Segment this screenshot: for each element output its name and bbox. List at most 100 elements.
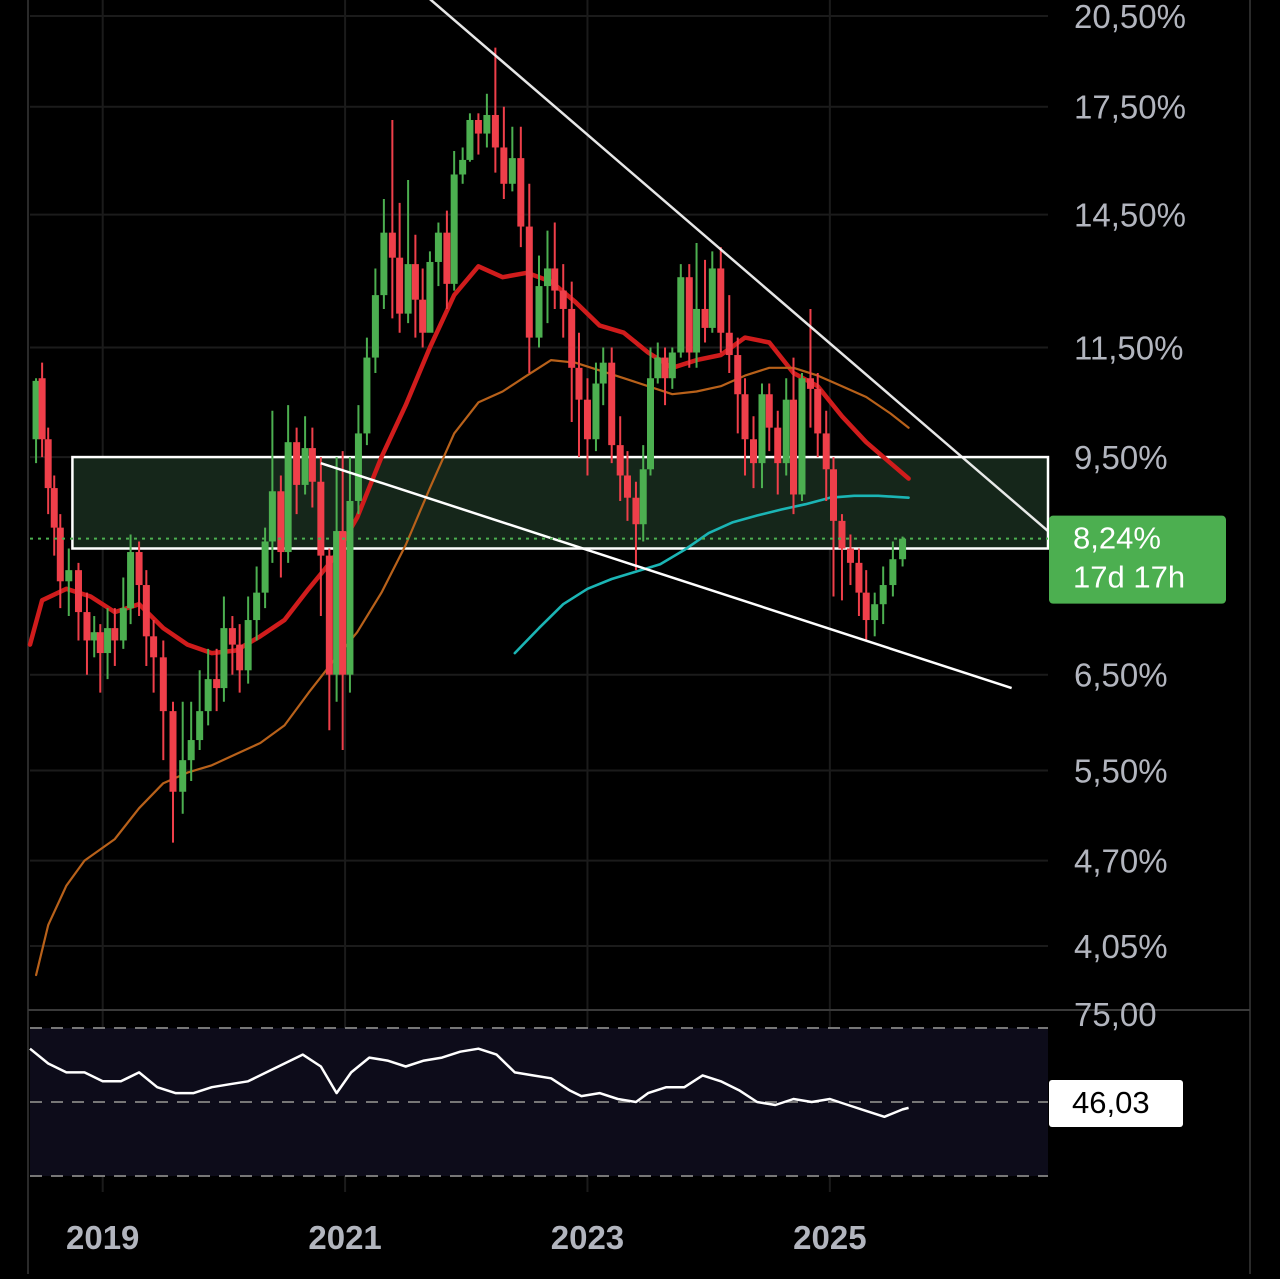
candle-up[interactable] [261,527,269,609]
candle-up[interactable] [301,416,309,495]
candle-down[interactable] [500,106,508,199]
candle-up[interactable] [466,113,474,162]
candle-down[interactable] [862,570,870,641]
candle-up[interactable] [483,93,491,148]
candle-up[interactable] [65,548,73,617]
candle-down[interactable] [583,378,591,476]
candle-up[interactable] [543,230,551,324]
candle-up[interactable] [196,670,204,751]
candle-down[interactable] [725,295,733,374]
candle-down[interactable] [308,427,316,508]
candle-down[interactable] [661,347,669,406]
candle-down[interactable] [608,347,616,464]
candle-up[interactable] [693,242,701,368]
candle-down[interactable] [568,281,576,422]
candle-down[interactable] [142,570,150,666]
candle-up[interactable] [104,608,112,680]
candle-up[interactable] [798,373,806,501]
candle-down[interactable] [765,383,773,452]
candle-up[interactable] [592,362,600,452]
candle-up[interactable] [363,337,371,446]
candle-down[interactable] [419,268,427,348]
candle-down[interactable] [474,113,482,155]
candle-up[interactable] [899,536,907,567]
candle-down[interactable] [44,427,52,515]
candle-down[interactable] [517,126,525,248]
candle-down[interactable] [50,475,58,556]
candle-down[interactable] [56,514,64,609]
candle-down[interactable] [774,410,782,495]
candle-down[interactable] [150,620,158,693]
candle-down[interactable] [74,562,82,641]
candle-down[interactable] [701,259,709,343]
candle-down[interactable] [159,640,167,761]
candle-up[interactable] [459,147,467,184]
candle-down[interactable] [829,457,837,597]
candle-up[interactable] [668,347,676,389]
candle-up[interactable] [434,222,442,287]
candle-up[interactable] [404,180,412,324]
candle-up[interactable] [450,151,458,291]
candle-up[interactable] [535,255,543,348]
candle-down[interactable] [575,332,583,458]
candle-up[interactable] [333,457,341,702]
candle-down[interactable] [96,624,104,693]
candle-down[interactable] [806,308,814,428]
candle-down[interactable] [293,427,301,515]
candle-up[interactable] [90,616,98,658]
candle-up[interactable] [380,198,388,309]
candle-up[interactable] [677,264,685,358]
candle-up[interactable] [426,251,434,333]
candle-down[interactable] [734,337,742,434]
candle-up[interactable] [127,534,135,625]
candle-up[interactable] [32,378,40,464]
candle-up[interactable] [253,566,261,641]
candle-down[interactable] [388,119,396,319]
candle-down[interactable] [339,451,347,751]
candle-down[interactable] [790,357,797,515]
candle-down[interactable] [83,592,91,675]
candle-up[interactable] [268,410,276,563]
candle-down[interactable] [38,362,46,458]
candle-down[interactable] [325,548,333,731]
candle-up[interactable] [244,596,252,684]
candle-up[interactable] [204,648,212,726]
candle-down[interactable] [814,373,822,458]
candle-down[interactable] [228,616,236,675]
candle-up[interactable] [179,701,187,814]
candle-down[interactable] [632,481,640,571]
candle-down[interactable] [525,183,533,374]
candle-down[interactable] [213,648,221,712]
candle-down[interactable] [236,624,244,693]
candle-up[interactable] [220,596,228,702]
candle-up[interactable] [354,405,362,515]
candle-down[interactable] [491,47,499,173]
candle-up[interactable] [639,445,647,542]
candle-down[interactable] [277,475,285,578]
candle-down[interactable] [846,534,854,586]
candle-up[interactable] [871,592,879,637]
candle-up[interactable] [187,701,195,782]
candle-down[interactable] [111,608,119,666]
candle-up[interactable] [708,251,716,333]
candle-up[interactable] [889,541,897,597]
candle-up[interactable] [599,347,607,406]
candle-down[interactable] [717,247,725,353]
candle-down[interactable] [169,701,177,843]
candle-up[interactable] [119,577,127,649]
candle-down[interactable] [838,514,846,601]
candles-layer[interactable] [32,47,907,843]
candle-down[interactable] [822,410,830,501]
candle-down[interactable] [741,378,749,476]
candle-up[interactable] [654,342,662,384]
candle-down[interactable] [551,222,559,309]
candle-down[interactable] [855,548,863,617]
candle-down[interactable] [135,541,143,617]
candle-up[interactable] [758,383,766,489]
candle-down[interactable] [750,416,758,489]
candle-down[interactable] [623,451,631,521]
candle-up[interactable] [879,566,887,625]
candle-up[interactable] [371,268,379,374]
candle-up[interactable] [284,405,292,563]
candle-down[interactable] [685,264,693,368]
